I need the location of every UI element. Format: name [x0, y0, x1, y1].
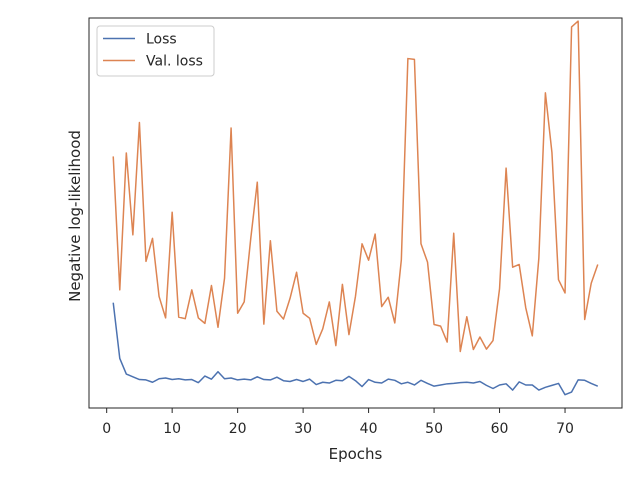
legend-label-loss: Loss [146, 32, 177, 48]
x-tick-label: 50 [425, 421, 443, 437]
x-axis-ticks: 0 10 20 30 40 50 60 70 [102, 408, 574, 437]
series-line-loss [112, 302, 599, 396]
x-tick-label: 20 [229, 421, 247, 437]
x-tick-label: 0 [102, 421, 111, 437]
x-tick-label: 60 [491, 421, 509, 437]
x-tick-label: 30 [294, 421, 312, 437]
x-tick-label: 40 [360, 421, 378, 437]
legend-label-val-loss: Val. loss [146, 54, 203, 70]
series-line-val-loss [112, 20, 599, 353]
x-tick-label: 10 [163, 421, 181, 437]
legend: Loss Val. loss [96, 25, 215, 77]
series-layer [112, 20, 599, 396]
y-axis-label: Negative log-likelihood [66, 130, 84, 302]
x-axis-label: Epochs [329, 445, 383, 463]
plot-frame [88, 17, 623, 409]
x-tick-label: 70 [556, 421, 574, 437]
